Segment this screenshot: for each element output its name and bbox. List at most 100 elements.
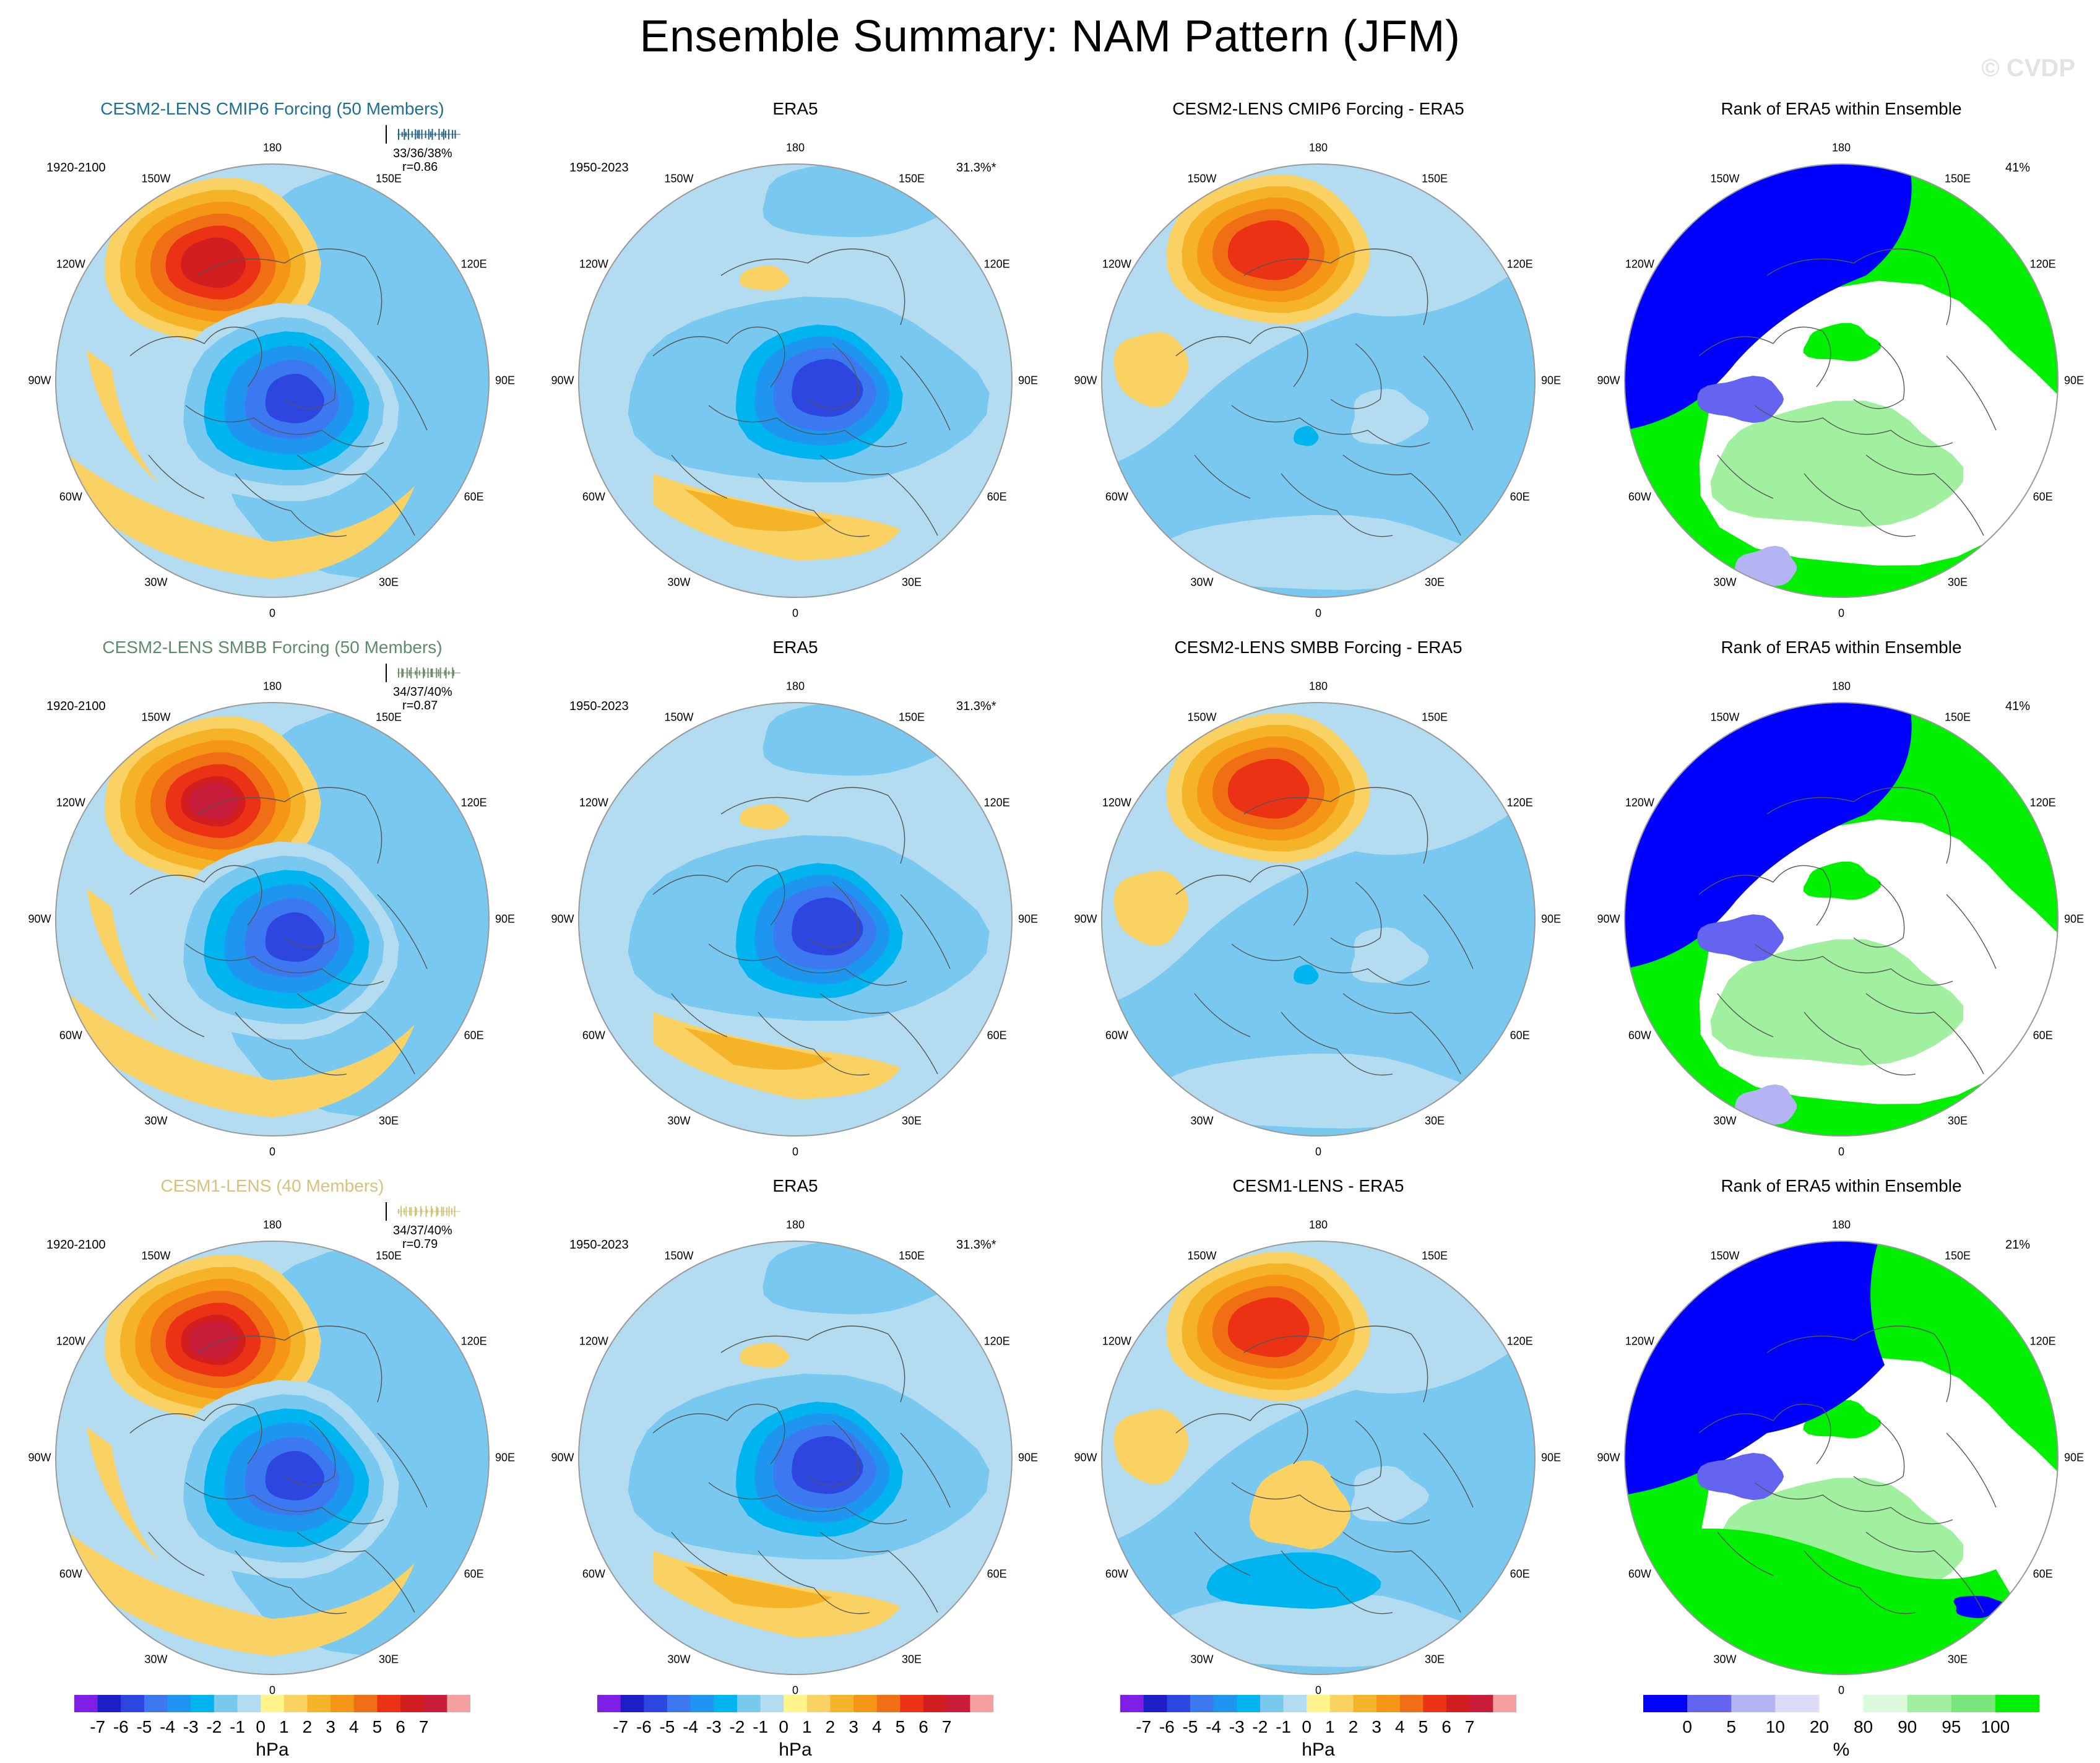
colorbar-swatch — [331, 1695, 355, 1712]
coastline — [1231, 943, 1430, 986]
contour-level — [739, 266, 790, 291]
contour-level — [188, 782, 238, 820]
panel-title: ERA5 — [772, 1176, 818, 1195]
colorbar-swatch — [690, 1695, 714, 1712]
longitude-label: 150E — [898, 1249, 925, 1262]
longitude-label: 0 — [1838, 1684, 1845, 1697]
colorbar-tick-label: 3 — [1372, 1717, 1381, 1736]
pattern-variance: 31.3%* — [956, 161, 996, 175]
longitude-label: 150E — [898, 172, 925, 185]
map-field — [56, 164, 489, 597]
contour-level — [181, 237, 246, 288]
longitude-label: 150E — [375, 1249, 402, 1262]
colorbar-tick-label: -2 — [729, 1717, 745, 1736]
colorbar-tick-label: 6 — [395, 1717, 405, 1736]
colorbar-tick-label: 6 — [1441, 1717, 1451, 1736]
coastline — [1175, 1403, 1308, 1465]
period-label: 1920-2100 — [46, 161, 106, 175]
panel-title: ERA5 — [772, 99, 818, 118]
polar-map — [578, 163, 1013, 598]
colorbar-swatch — [1143, 1695, 1167, 1712]
colorbar-swatches — [1120, 1695, 1516, 1712]
colorbar-swatch — [923, 1695, 948, 1712]
coastline — [377, 355, 428, 431]
contour-level — [87, 350, 161, 486]
map-field — [56, 1241, 489, 1674]
longitude-label: 150E — [1944, 172, 1971, 185]
panel-title: CESM2-LENS SMBB Forcing (50 Members) — [102, 638, 443, 657]
longitude-label: 150E — [898, 711, 925, 724]
longitude-label: 30E — [1947, 1653, 1968, 1666]
longitude-label: 90E — [2063, 1451, 2085, 1464]
colorbar-swatch — [144, 1695, 168, 1712]
map-field — [1102, 164, 1535, 597]
cvdp-watermark: © CVDP — [1981, 54, 2075, 82]
coastline — [197, 248, 382, 326]
colorbar-tick-label: 90 — [1898, 1717, 1917, 1736]
longitude-label: 90E — [1018, 912, 1039, 925]
rank-level — [1710, 939, 1964, 1066]
colorbar-swatch — [1731, 1695, 1776, 1712]
longitude-label: 30W — [1190, 576, 1214, 589]
longitude-label: 120E — [1506, 1335, 1533, 1348]
colorbar-col2: -7 -6 -5 -4 -3 -2 -1 0 1 2 3 4 5 6 7 hPa — [597, 1695, 993, 1763]
colorbar-tick-label: 7 — [1464, 1717, 1475, 1736]
coastline — [807, 343, 859, 409]
contour-level — [68, 455, 415, 579]
longitude-label: 180 — [1831, 141, 1851, 154]
coastline — [129, 865, 262, 926]
coastline — [1766, 1325, 1951, 1403]
longitude-label: 90W — [551, 374, 574, 387]
colorbar-tick-label: 1 — [1325, 1717, 1335, 1736]
coastline — [1865, 454, 1984, 536]
colorbar-tick-label: 0 — [779, 1717, 789, 1736]
longitude-label: 90W — [551, 1451, 574, 1464]
longitude-label: 120W — [579, 1335, 608, 1348]
colorbar-tick-label: 0 — [1302, 1717, 1311, 1736]
colorbar-tick-label: -2 — [206, 1717, 222, 1736]
rank-level — [1625, 164, 1912, 430]
longitude-label: 90W — [1597, 374, 1620, 387]
coastline — [1717, 454, 1774, 499]
longitude-label: 0 — [792, 1145, 799, 1158]
colorbar-swatch — [447, 1695, 470, 1712]
contour-level — [1227, 1297, 1310, 1358]
colorbar-unit: hPa — [1302, 1739, 1335, 1760]
colorbar-tick-label: -6 — [1159, 1717, 1175, 1736]
longitude-label: 30W — [144, 576, 168, 589]
coastline — [1342, 993, 1461, 1075]
longitude-label: 0 — [269, 1145, 276, 1158]
longitude-label: 120W — [1625, 1335, 1654, 1348]
longitude-label: 90W — [1597, 912, 1620, 925]
longitude-label: 120E — [460, 1335, 487, 1348]
longitude-label: 30W — [144, 1653, 168, 1666]
coastline — [758, 473, 870, 537]
period-label: 1920-2100 — [46, 1238, 106, 1252]
longitude-label: 0 — [1315, 1684, 1322, 1697]
longitude-label: 60E — [464, 1029, 484, 1042]
rank-level — [1625, 703, 1912, 969]
longitude-label: 150W — [1187, 711, 1217, 724]
coastline — [708, 405, 907, 448]
coastline — [296, 454, 415, 536]
longitude-label: 60W — [1628, 490, 1651, 503]
longitude-label: 120E — [2029, 258, 2056, 271]
longitude-label: 90W — [28, 912, 51, 925]
colorbar-swatch — [1863, 1695, 1908, 1712]
longitude-label: 180 — [1308, 1218, 1328, 1231]
colorbar-tick-label: -1 — [230, 1717, 245, 1736]
contour-level — [87, 888, 161, 1024]
coastline — [758, 1550, 870, 1614]
longitude-label: 60E — [987, 1029, 1007, 1042]
coastline — [148, 993, 205, 1037]
coastline — [758, 1011, 870, 1076]
longitude-label: 0 — [1838, 1145, 1845, 1158]
colorbar-swatch — [377, 1695, 401, 1712]
coastline — [1946, 355, 1997, 431]
colorbar-swatch — [1819, 1695, 1864, 1712]
contour-level — [1152, 515, 1477, 590]
panel-r3-c2: ERA5 1950-2023 31.3%* 180 150E 120E 90E 60E 30E 0… — [551, 1176, 1038, 1697]
colorbar-unit: hPa — [256, 1739, 289, 1760]
coastline — [1698, 326, 1831, 388]
